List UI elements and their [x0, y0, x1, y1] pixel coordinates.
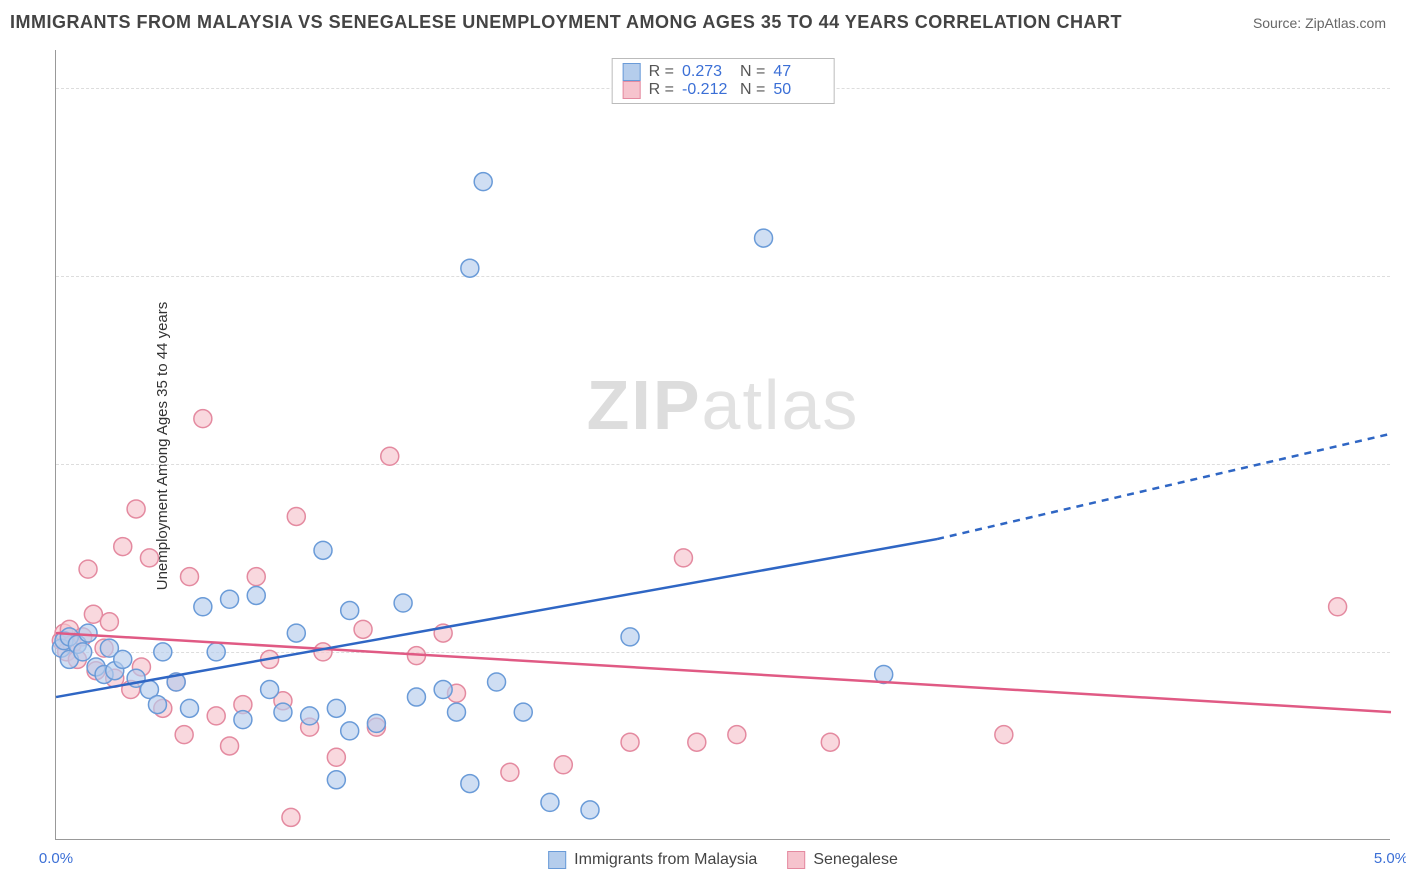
point-malaysia [261, 681, 279, 699]
point-senegalese [79, 560, 97, 578]
point-malaysia [274, 703, 292, 721]
point-malaysia [434, 681, 452, 699]
point-malaysia [367, 714, 385, 732]
point-senegalese [621, 733, 639, 751]
bottom-legend: Immigrants from Malaysia Senegalese [548, 851, 898, 869]
chart-plot-area: ZIPatlas 5.0%10.0%15.0%20.0%0.0%5.0% R =… [55, 50, 1390, 840]
point-malaysia [341, 602, 359, 620]
stats-row-senegalese: R = -0.212 N = 50 [623, 81, 824, 99]
point-malaysia [461, 259, 479, 277]
n-label: N = [740, 63, 765, 81]
point-senegalese [207, 707, 225, 725]
point-senegalese [221, 737, 239, 755]
point-malaysia [474, 173, 492, 191]
point-malaysia [488, 673, 506, 691]
point-malaysia [154, 643, 172, 661]
point-senegalese [247, 568, 265, 586]
point-senegalese [674, 549, 692, 567]
y-tick-label: 15.0% [1395, 267, 1406, 284]
y-tick-label: 10.0% [1395, 455, 1406, 472]
point-senegalese [181, 568, 199, 586]
point-senegalese [327, 748, 345, 766]
point-malaysia [221, 590, 239, 608]
trendline-malaysia-dashed [937, 434, 1391, 539]
point-senegalese [282, 808, 300, 826]
r-value-senegalese: -0.212 [682, 81, 732, 99]
r-label: R = [649, 81, 674, 99]
point-malaysia [407, 688, 425, 706]
point-senegalese [127, 500, 145, 518]
point-malaysia [114, 650, 132, 668]
stats-row-malaysia: R = 0.273 N = 47 [623, 63, 824, 81]
point-malaysia [327, 771, 345, 789]
point-senegalese [995, 726, 1013, 744]
point-malaysia [234, 711, 252, 729]
legend-label: Immigrants from Malaysia [574, 851, 757, 869]
source-attribution: Source: ZipAtlas.com [1253, 15, 1386, 31]
point-malaysia [341, 722, 359, 740]
point-senegalese [194, 410, 212, 428]
point-senegalese [114, 538, 132, 556]
point-senegalese [100, 613, 118, 631]
n-value-malaysia: 47 [773, 63, 823, 81]
x-tick-label: 5.0% [1374, 850, 1406, 867]
point-malaysia [448, 703, 466, 721]
x-tick-label: 0.0% [39, 850, 73, 867]
swatch-malaysia [623, 63, 641, 81]
point-senegalese [501, 763, 519, 781]
point-malaysia [79, 624, 97, 642]
point-malaysia [621, 628, 639, 646]
point-malaysia [194, 598, 212, 616]
point-malaysia [74, 643, 92, 661]
point-malaysia [301, 707, 319, 725]
point-malaysia [514, 703, 532, 721]
point-malaysia [461, 775, 479, 793]
r-label: R = [649, 63, 674, 81]
point-senegalese [554, 756, 572, 774]
point-malaysia [207, 643, 225, 661]
y-tick-label: 5.0% [1395, 643, 1406, 660]
point-senegalese [287, 507, 305, 525]
point-senegalese [1329, 598, 1347, 616]
swatch-senegalese [787, 851, 805, 869]
legend-item-malaysia: Immigrants from Malaysia [548, 851, 757, 869]
point-senegalese [821, 733, 839, 751]
trendline-senegalese [56, 633, 1391, 712]
point-senegalese [728, 726, 746, 744]
point-malaysia [541, 793, 559, 811]
y-tick-label: 20.0% [1395, 79, 1406, 96]
correlation-stats-box: R = 0.273 N = 47 R = -0.212 N = 50 [612, 58, 835, 104]
n-value-senegalese: 50 [773, 81, 823, 99]
point-senegalese [175, 726, 193, 744]
point-senegalese [314, 643, 332, 661]
chart-title: IMMIGRANTS FROM MALAYSIA VS SENEGALESE U… [10, 12, 1122, 33]
point-malaysia [287, 624, 305, 642]
n-label: N = [740, 81, 765, 99]
point-malaysia [181, 699, 199, 717]
scatter-svg [56, 50, 1390, 839]
point-malaysia [394, 594, 412, 612]
point-senegalese [381, 447, 399, 465]
point-senegalese [84, 605, 102, 623]
point-malaysia [327, 699, 345, 717]
point-malaysia [581, 801, 599, 819]
legend-label: Senegalese [813, 851, 898, 869]
point-malaysia [247, 586, 265, 604]
point-senegalese [688, 733, 706, 751]
point-malaysia [755, 229, 773, 247]
point-senegalese [140, 549, 158, 567]
swatch-senegalese [623, 81, 641, 99]
legend-item-senegalese: Senegalese [787, 851, 898, 869]
point-malaysia [314, 541, 332, 559]
point-malaysia [148, 696, 166, 714]
point-senegalese [354, 620, 372, 638]
swatch-malaysia [548, 851, 566, 869]
r-value-malaysia: 0.273 [682, 63, 732, 81]
